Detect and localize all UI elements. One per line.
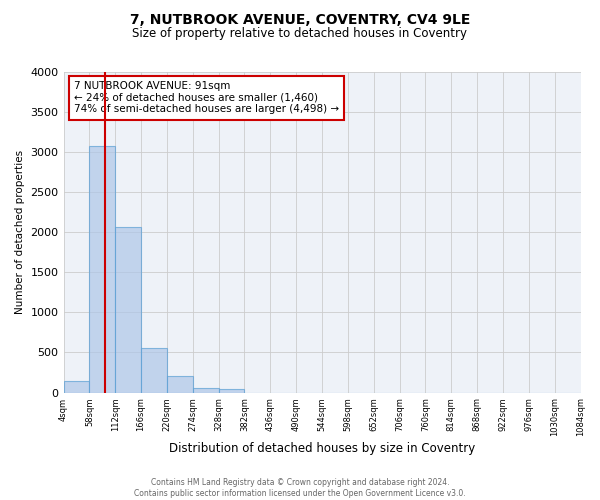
Bar [218,390,244,392]
Bar [193,388,218,392]
Text: 7, NUTBROOK AVENUE, COVENTRY, CV4 9LE: 7, NUTBROOK AVENUE, COVENTRY, CV4 9LE [130,12,470,26]
X-axis label: Distribution of detached houses by size in Coventry: Distribution of detached houses by size … [169,442,475,455]
Bar [89,146,115,392]
Text: Contains HM Land Registry data © Crown copyright and database right 2024.
Contai: Contains HM Land Registry data © Crown c… [134,478,466,498]
Text: Size of property relative to detached houses in Coventry: Size of property relative to detached ho… [133,28,467,40]
Bar [64,380,89,392]
Y-axis label: Number of detached properties: Number of detached properties [15,150,25,314]
Bar [167,376,193,392]
Text: 7 NUTBROOK AVENUE: 91sqm
← 24% of detached houses are smaller (1,460)
74% of sem: 7 NUTBROOK AVENUE: 91sqm ← 24% of detach… [74,81,339,114]
Bar [141,348,167,393]
Bar [115,227,141,392]
